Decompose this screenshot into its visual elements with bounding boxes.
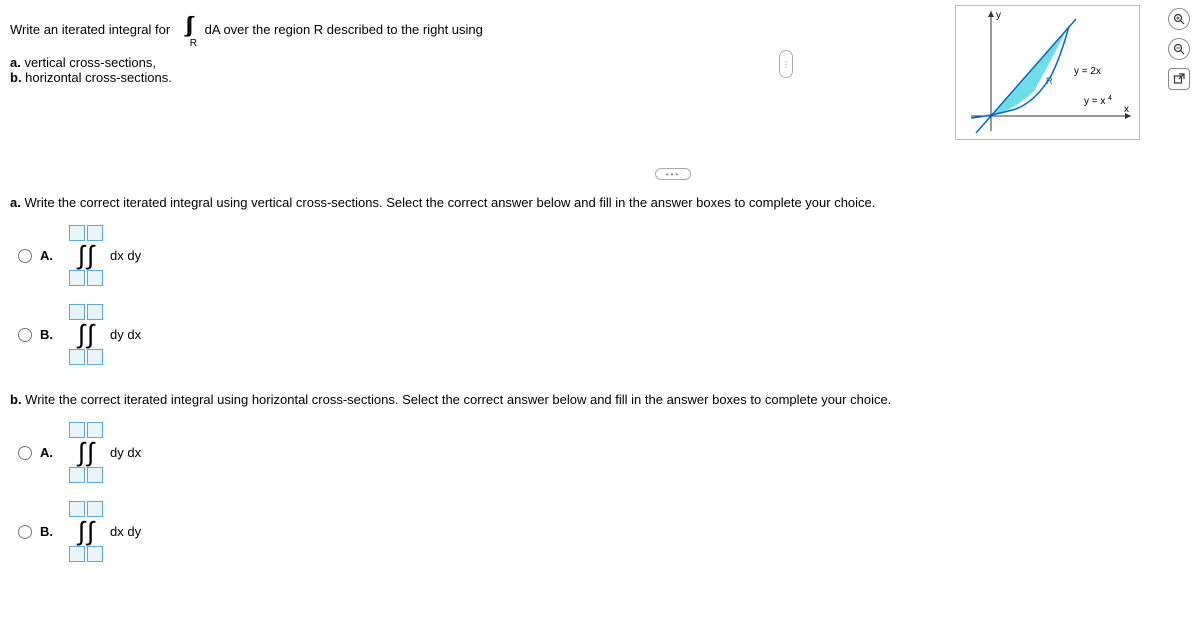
radio-a-b[interactable] (18, 328, 32, 342)
integral-expression: ∫∫ dy dx (68, 421, 141, 484)
limit-input[interactable] (87, 501, 103, 517)
limit-input[interactable] (69, 349, 85, 365)
differential: dx dy (110, 524, 141, 539)
limit-input[interactable] (69, 304, 85, 320)
limit-input[interactable] (87, 225, 103, 241)
limit-input[interactable] (87, 467, 103, 483)
integral-expression: ∫∫ dx dy (68, 224, 141, 287)
question-suffix: dA over the region R described to the ri… (205, 22, 483, 37)
limit-input[interactable] (87, 270, 103, 286)
differential: dx dy (110, 248, 141, 263)
sub-b-bold: b. (10, 70, 22, 85)
limit-input[interactable] (69, 422, 85, 438)
choice-label: B. (40, 327, 58, 342)
differential: dy dx (110, 327, 141, 342)
choice-label: A. (40, 248, 58, 263)
x-axis-label: x (1124, 104, 1129, 115)
curve2-label: y = x (1084, 96, 1105, 107)
popout-icon[interactable] (1168, 68, 1190, 90)
part-a-prompt: a. Write the correct iterated integral u… (10, 195, 1190, 210)
part-a: a. Write the correct iterated integral u… (0, 175, 1200, 366)
integral-expression: ∫∫ dx dy (68, 500, 141, 563)
region-graph: y x y = 2x y = x 4 R (955, 5, 1140, 140)
collapse-handle[interactable]: ⋮ (779, 50, 793, 78)
question-header: Write an iterated integral for ∫∫ R dA o… (0, 0, 1200, 175)
radio-b-b[interactable] (18, 525, 32, 539)
part-b: b. Write the correct iterated integral u… (0, 382, 1200, 563)
question-prefix: Write an iterated integral for (10, 22, 170, 37)
integral-expression: ∫∫ dy dx (68, 303, 141, 366)
part-b-prompt: b. Write the correct iterated integral u… (10, 392, 1190, 407)
zoom-out-icon[interactable] (1168, 38, 1190, 60)
region-label: R (1046, 76, 1053, 86)
sub-a-bold: a. (10, 55, 21, 70)
part-a-choice-a: A. ∫∫ dx dy (18, 224, 1190, 287)
limit-input[interactable] (69, 467, 85, 483)
limit-input[interactable] (87, 304, 103, 320)
part-a-choice-b: B. ∫∫ dy dx (18, 303, 1190, 366)
radio-b-a[interactable] (18, 446, 32, 460)
y-axis-label: y (996, 10, 1001, 21)
curve1-label: y = 2x (1074, 66, 1101, 77)
sub-a-text: vertical cross-sections, (21, 55, 156, 70)
part-b-choice-a: A. ∫∫ dy dx (18, 421, 1190, 484)
more-dots[interactable]: ••• (655, 168, 691, 180)
limit-input[interactable] (87, 546, 103, 562)
limit-input[interactable] (69, 546, 85, 562)
svg-text:4: 4 (1108, 95, 1112, 102)
double-integral-symbol: ∫∫ R (178, 10, 197, 51)
choice-label: B. (40, 524, 58, 539)
graph-tools (1168, 8, 1190, 90)
part-b-choice-b: B. ∫∫ dx dy (18, 500, 1190, 563)
limit-input[interactable] (87, 422, 103, 438)
choice-label: A. (40, 445, 58, 460)
radio-a-a[interactable] (18, 249, 32, 263)
limit-input[interactable] (69, 270, 85, 286)
limit-input[interactable] (69, 501, 85, 517)
zoom-in-icon[interactable] (1168, 8, 1190, 30)
differential: dy dx (110, 445, 141, 460)
limit-input[interactable] (87, 349, 103, 365)
sub-b-text: horizontal cross-sections. (22, 70, 172, 85)
limit-input[interactable] (69, 225, 85, 241)
